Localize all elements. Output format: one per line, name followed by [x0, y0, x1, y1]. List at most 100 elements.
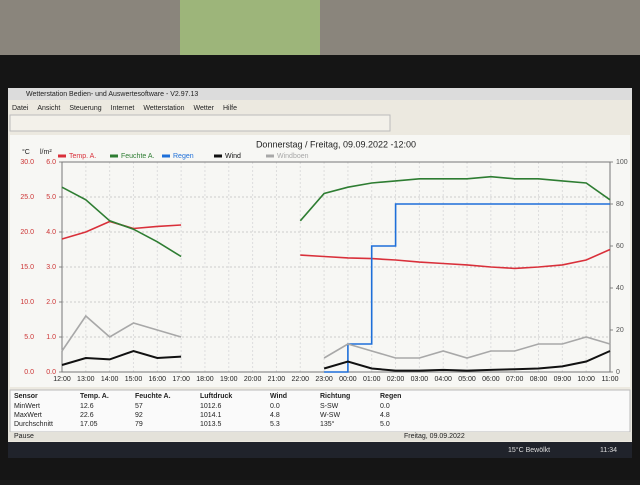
menu-item[interactable]: Internet: [111, 105, 135, 112]
x-tick-label: 03:00: [411, 376, 429, 383]
menu-item[interactable]: Wetter: [194, 105, 215, 112]
x-tick-label: 05:00: [458, 376, 476, 383]
y2-axis-label: l/m²: [40, 149, 52, 156]
y-tick-label: 0.0: [24, 369, 34, 376]
table-cell: 0.0: [270, 403, 280, 410]
y-tick-label: 25.0: [20, 194, 34, 201]
table-cell: 1014.1: [200, 412, 222, 419]
table-cell: 135°: [320, 420, 335, 428]
x-tick-label: 21:00: [268, 376, 286, 383]
chart-area: [10, 135, 630, 387]
table-cell: MinWert: [14, 403, 40, 410]
y2-tick-label: 4.0: [46, 229, 56, 236]
series-line: [61, 175, 611, 258]
table-cell: 5.3: [270, 421, 280, 428]
x-tick-label: 07:00: [506, 376, 524, 383]
table-cell: 0.0: [380, 403, 390, 410]
menu-item[interactable]: Ansicht: [37, 105, 60, 112]
table-cell: W-SW: [320, 412, 340, 419]
y-tick-label: 20.0: [20, 229, 34, 236]
menu-item[interactable]: Datei: [12, 105, 29, 112]
y2-tick-label: 6.0: [46, 159, 56, 166]
legend-label: Windboen: [277, 153, 309, 160]
x-tick-label: 12:00: [53, 376, 71, 383]
legend-label: Feuchte A.: [121, 153, 155, 160]
y-tick-label: 30.0: [20, 159, 34, 166]
status-bar: [8, 432, 632, 441]
x-tick-label: 18:00: [196, 376, 214, 383]
table-header: Regen: [380, 393, 401, 400]
taskbar-weather: 15°C Bewölkt: [508, 446, 550, 454]
y3-tick-label: 60: [616, 243, 624, 250]
x-tick-label: 16:00: [149, 376, 167, 383]
table-cell: 12.6: [80, 403, 94, 410]
table-header: Temp. A.: [80, 393, 109, 400]
table-header: Feuchte A.: [135, 393, 171, 400]
y2-tick-label: 3.0: [46, 264, 56, 271]
x-tick-label: 06:00: [482, 376, 500, 383]
table-cell: MaxWert: [14, 412, 42, 419]
y2-tick-label: 1.0: [46, 334, 56, 341]
taskbar-time: 11:34: [600, 447, 617, 454]
y2-tick-label: 5.0: [46, 194, 56, 201]
y-tick-label: 5.0: [24, 334, 34, 341]
menu-item[interactable]: Hilfe: [223, 105, 237, 112]
window-title: Wetterstation Bedien- und Auswertesoftwa…: [26, 91, 198, 98]
table-cell: 22.6: [80, 412, 94, 419]
y3-tick-label: 20: [616, 327, 624, 334]
y-tick-label: 15.0: [20, 264, 34, 271]
toolbar: [9, 114, 391, 132]
y3-tick-label: 100: [616, 159, 628, 166]
x-tick-label: 10:00: [577, 376, 595, 383]
menu-item[interactable]: Steuerung: [69, 105, 101, 112]
y3-tick-label: 80: [616, 201, 624, 208]
table-cell: 5.0: [380, 421, 390, 428]
x-tick-label: 11:00: [602, 376, 619, 383]
y2-tick-label: 0.0: [46, 369, 56, 376]
x-tick-label: 00:00: [339, 376, 357, 383]
table-cell: 79: [135, 421, 143, 428]
legend-label: Temp. A.: [69, 153, 96, 160]
taskbar: [8, 442, 632, 458]
y3-tick-label: 40: [616, 285, 624, 292]
window-view: [180, 0, 320, 55]
x-tick-label: 08:00: [530, 376, 548, 383]
y3-tick-label: 0: [616, 369, 620, 376]
x-tick-label: 01:00: [363, 376, 381, 383]
status-date: Freitag, 09.09.2022: [404, 433, 465, 440]
table-cell: 1012.6: [200, 403, 222, 410]
x-tick-label: 19:00: [220, 376, 238, 383]
x-tick-label: 22:00: [291, 376, 309, 383]
table-cell: 57: [135, 403, 143, 410]
y-axis-label: °C: [22, 148, 30, 156]
series-line: [61, 349, 611, 372]
table-header: Richtung: [320, 393, 350, 400]
x-tick-label: 20:00: [244, 376, 262, 383]
table-header: Sensor: [14, 393, 38, 400]
status-left: Pause: [14, 433, 34, 440]
table-cell: Durchschnitt: [14, 421, 53, 428]
series-line: [61, 314, 611, 359]
x-tick-label: 17:00: [172, 376, 190, 383]
menu-item[interactable]: Wetterstation: [143, 105, 184, 112]
table-cell: 92: [135, 412, 143, 419]
table-cell: 17.05: [80, 421, 98, 428]
legend-label: Wind: [225, 153, 241, 160]
x-tick-label: 23:00: [315, 376, 333, 383]
data-table: [9, 389, 631, 433]
legend-label: Regen: [173, 153, 194, 160]
table-cell: 4.8: [270, 412, 280, 419]
x-tick-label: 15:00: [125, 376, 143, 383]
y2-tick-label: 2.0: [46, 299, 56, 306]
x-tick-label: 14:00: [101, 376, 119, 383]
table-header: Luftdruck: [200, 393, 232, 400]
x-tick-label: 13:00: [77, 376, 95, 383]
title-bar: [8, 88, 632, 100]
series-line: [324, 203, 610, 373]
x-tick-label: 02:00: [387, 376, 405, 383]
table-cell: S-SW: [320, 403, 339, 410]
x-tick-label: 04:00: [434, 376, 452, 383]
table-cell: 4.8: [380, 412, 390, 419]
